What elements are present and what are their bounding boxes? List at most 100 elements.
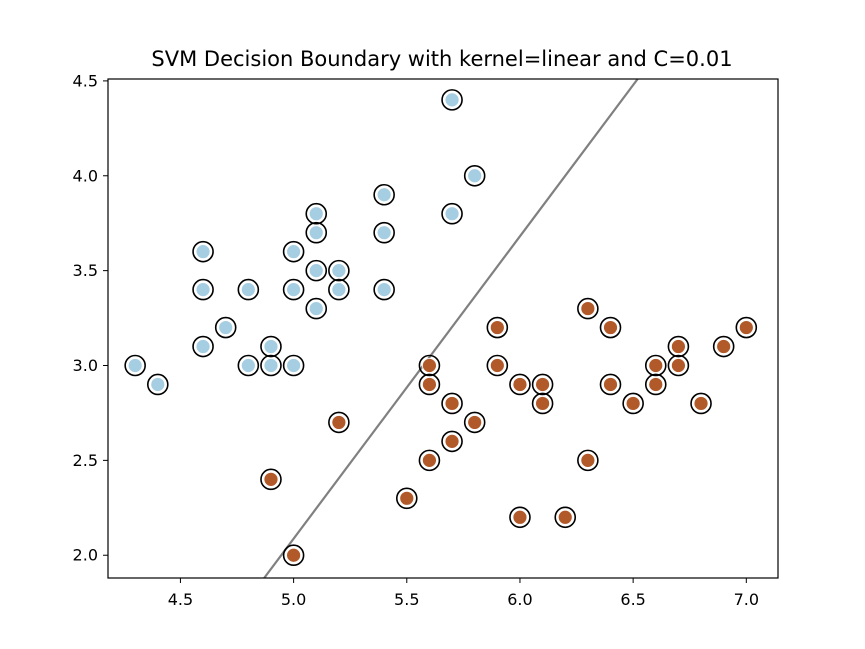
data-point-class-0 bbox=[195, 339, 211, 354]
data-point-class-1 bbox=[693, 396, 709, 411]
data-point-class-0 bbox=[376, 187, 392, 203]
support-vector-ring bbox=[305, 297, 328, 320]
support-vector-ring bbox=[463, 164, 486, 187]
data-point-class-1 bbox=[263, 471, 279, 487]
support-vector-ring bbox=[463, 411, 486, 434]
x-tick-label: 4.5 bbox=[168, 590, 193, 609]
support-vector-ring bbox=[554, 506, 577, 529]
data-point-class-0 bbox=[308, 206, 324, 222]
data-point-class-1 bbox=[331, 415, 347, 430]
data-point-class-0 bbox=[376, 282, 392, 298]
y-tick-label: 2.0 bbox=[73, 546, 98, 565]
support-vector-ring bbox=[305, 221, 328, 244]
support-vector-ring bbox=[418, 373, 441, 396]
support-vector-ring bbox=[305, 202, 328, 225]
support-vector-ring bbox=[260, 468, 282, 491]
support-vector-ring bbox=[260, 354, 282, 377]
support-vector-ring bbox=[509, 373, 531, 396]
support-vector-ring bbox=[328, 278, 350, 301]
data-point-class-0 bbox=[308, 225, 324, 241]
data-point-class-1 bbox=[444, 433, 460, 449]
support-vector-ring bbox=[282, 278, 305, 301]
support-vector-ring bbox=[373, 278, 395, 301]
data-point-class-1 bbox=[512, 377, 528, 392]
y-tick-label: 3.0 bbox=[73, 356, 98, 375]
support-vector-ring bbox=[192, 278, 214, 301]
data-point-class-0 bbox=[263, 339, 279, 354]
support-vector-ring bbox=[577, 449, 599, 472]
support-vector-ring bbox=[690, 392, 712, 415]
data-point-class-0 bbox=[195, 282, 211, 298]
data-point-class-0 bbox=[444, 92, 460, 108]
data-point-class-0 bbox=[240, 282, 256, 298]
support-vector-ring bbox=[599, 373, 622, 396]
support-vector-ring bbox=[373, 183, 395, 206]
chart-title: SVM Decision Boundary with kernel=linear… bbox=[151, 47, 732, 71]
data-point-class-0 bbox=[195, 244, 211, 260]
support-vector-ring bbox=[282, 240, 305, 263]
data-point-class-0 bbox=[150, 377, 166, 392]
support-vector-ring bbox=[441, 430, 463, 453]
data-point-class-1 bbox=[422, 452, 437, 468]
data-point-class-1 bbox=[625, 396, 641, 411]
data-point-class-1 bbox=[580, 452, 596, 468]
x-tick-label: 6.0 bbox=[507, 590, 532, 609]
support-vector-ring bbox=[667, 354, 690, 377]
data-point-class-1 bbox=[603, 377, 618, 392]
data-point-class-0 bbox=[308, 263, 324, 279]
data-point-class-0 bbox=[331, 263, 347, 279]
plot-area bbox=[108, 79, 778, 578]
support-vector-ring bbox=[531, 392, 554, 415]
y-tick-label: 4.5 bbox=[73, 71, 98, 90]
data-point-class-0 bbox=[444, 206, 460, 222]
data-point-class-0 bbox=[308, 301, 324, 316]
data-point-class-0 bbox=[286, 358, 302, 373]
data-point-class-1 bbox=[603, 320, 618, 335]
support-vector-ring bbox=[712, 335, 735, 358]
data-point-class-0 bbox=[240, 358, 256, 373]
support-vector-ring bbox=[395, 487, 418, 510]
y-tick-label: 4.0 bbox=[73, 166, 98, 185]
plot-frame bbox=[107, 78, 779, 579]
support-vector-ring bbox=[237, 278, 260, 301]
support-vector-ring bbox=[486, 316, 509, 339]
data-point-class-1 bbox=[512, 509, 528, 525]
decision-boundary-line bbox=[263, 79, 639, 578]
support-vector-ring bbox=[305, 259, 328, 282]
data-point-class-1 bbox=[557, 509, 573, 525]
x-tick-label: 6.5 bbox=[620, 590, 645, 609]
x-tick-label: 5.0 bbox=[281, 590, 306, 609]
data-point-class-1 bbox=[535, 377, 550, 392]
support-vector-ring bbox=[509, 506, 531, 529]
data-point-class-1 bbox=[286, 547, 302, 563]
support-vector-ring bbox=[124, 354, 146, 377]
data-point-class-1 bbox=[648, 358, 664, 373]
support-vector-ring bbox=[237, 354, 260, 377]
support-vector-ring bbox=[214, 316, 237, 339]
data-point-class-1 bbox=[422, 358, 437, 373]
support-vector-ring bbox=[622, 392, 644, 415]
support-vector-ring bbox=[282, 354, 305, 377]
data-point-class-1 bbox=[535, 396, 550, 411]
data-point-class-0 bbox=[127, 358, 143, 373]
data-point-class-1 bbox=[716, 339, 732, 354]
data-point-class-1 bbox=[444, 396, 460, 411]
support-vector-ring bbox=[418, 449, 441, 472]
y-tick-label: 2.5 bbox=[73, 451, 98, 470]
support-vector-ring bbox=[328, 411, 350, 434]
support-vector-ring bbox=[441, 202, 463, 225]
data-point-class-0 bbox=[286, 282, 302, 298]
data-point-class-1 bbox=[648, 377, 664, 392]
support-vector-ring bbox=[644, 354, 667, 377]
data-point-class-1 bbox=[489, 358, 505, 373]
x-tick-label: 7.0 bbox=[734, 590, 759, 609]
data-point-class-1 bbox=[489, 320, 505, 335]
support-vector-ring bbox=[577, 297, 599, 320]
data-point-class-1 bbox=[422, 377, 437, 392]
support-vector-ring bbox=[192, 335, 214, 358]
y-tick-label: 3.5 bbox=[73, 261, 98, 280]
support-vector-ring bbox=[735, 316, 758, 339]
support-vector-ring bbox=[486, 354, 509, 377]
support-vector-ring bbox=[441, 89, 463, 111]
